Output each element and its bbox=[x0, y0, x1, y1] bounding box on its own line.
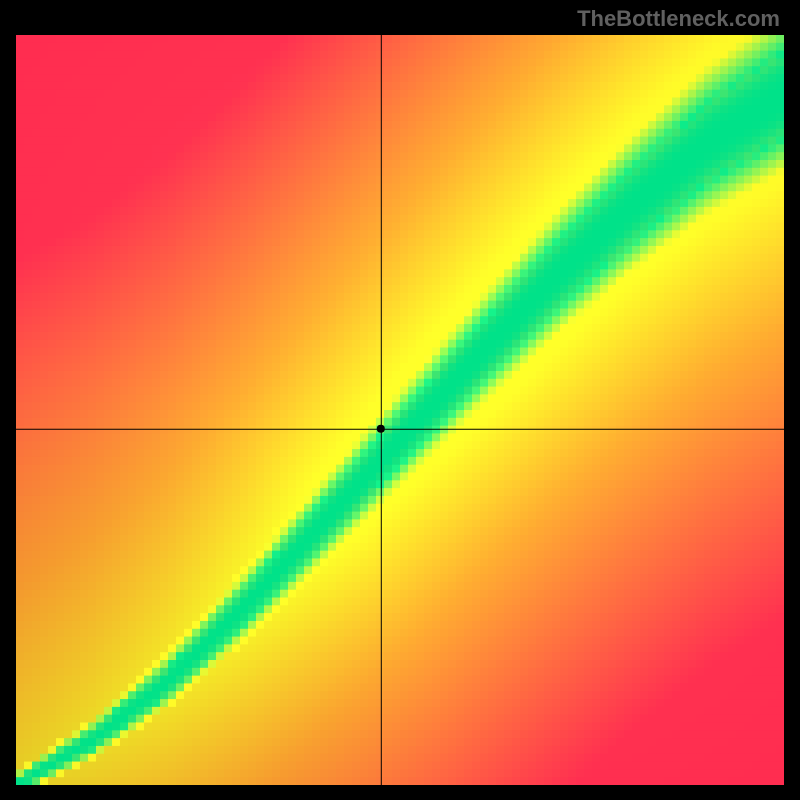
watermark-text: TheBottleneck.com bbox=[577, 6, 780, 32]
bottleneck-heatmap bbox=[16, 35, 784, 785]
chart-container: TheBottleneck.com bbox=[0, 0, 800, 800]
